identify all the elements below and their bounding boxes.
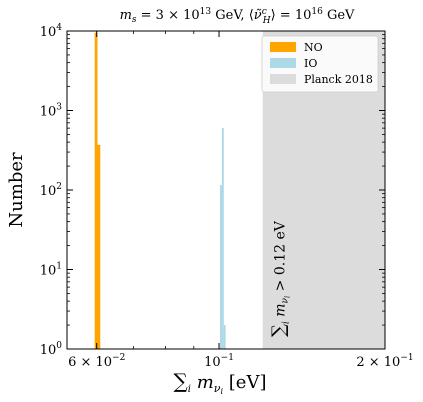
bar-io-1 xyxy=(221,128,224,349)
y-tick-label-3: 103 xyxy=(40,103,63,120)
legend-label-1: IO xyxy=(304,57,317,70)
bar-no-0 xyxy=(94,32,98,350)
x-axis-label: ∑i mνi [eV] xyxy=(174,369,267,396)
y-axis-label: Number xyxy=(6,152,27,228)
legend: NO IO Planck 2018 xyxy=(261,35,379,93)
axis-ticks: 6 × 10−2 10−1 2 × 10−1 100 101 102 103 104 xyxy=(40,23,414,370)
y-tick-label-0: 100 xyxy=(40,341,63,358)
y-tick-label-2: 102 xyxy=(40,182,62,199)
legend-swatch-2 xyxy=(270,74,296,84)
legend-label-2: Planck 2018 xyxy=(304,73,373,86)
y-tick-label-4: 104 xyxy=(40,23,63,40)
bar-io-0 xyxy=(219,185,222,349)
x-tick-label-0: 6 × 10−2 xyxy=(68,353,125,370)
x-tick-label-1: 10−1 xyxy=(204,353,234,370)
y-tick-label-1: 101 xyxy=(40,262,62,279)
planck-bound-annotation: ∑i mνi > 0.12 eV xyxy=(269,220,292,337)
chart-title: ms = 3 × 1013 GeV, ⟨ν̃c H⟩ = 1016 GeV xyxy=(120,7,355,26)
x-tick-label-2: 2 × 10−1 xyxy=(356,353,413,370)
legend-label-0: NO xyxy=(304,41,323,54)
bar-no-1 xyxy=(97,144,101,349)
legend-swatch-0 xyxy=(270,42,296,52)
legend-swatch-1 xyxy=(270,58,296,68)
bar-io-2 xyxy=(223,325,226,349)
histogram-bars xyxy=(94,32,226,350)
